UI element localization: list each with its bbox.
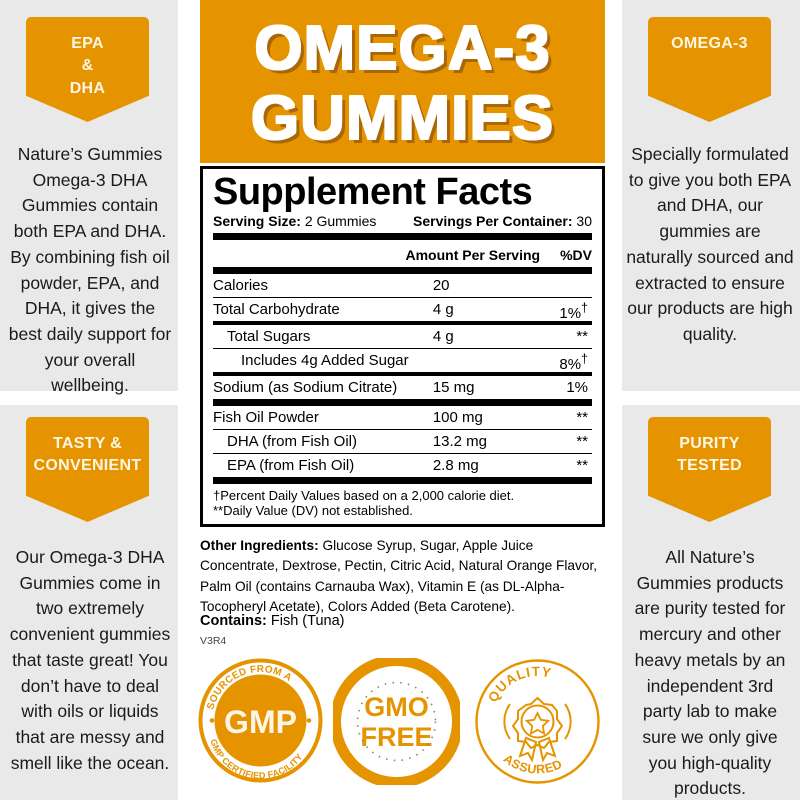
svg-text:GMO: GMO: [364, 692, 429, 722]
svg-text:GMP: GMP: [224, 704, 297, 740]
svg-text:FREE: FREE: [360, 722, 432, 752]
svg-text:QUALITY: QUALITY: [485, 664, 553, 705]
